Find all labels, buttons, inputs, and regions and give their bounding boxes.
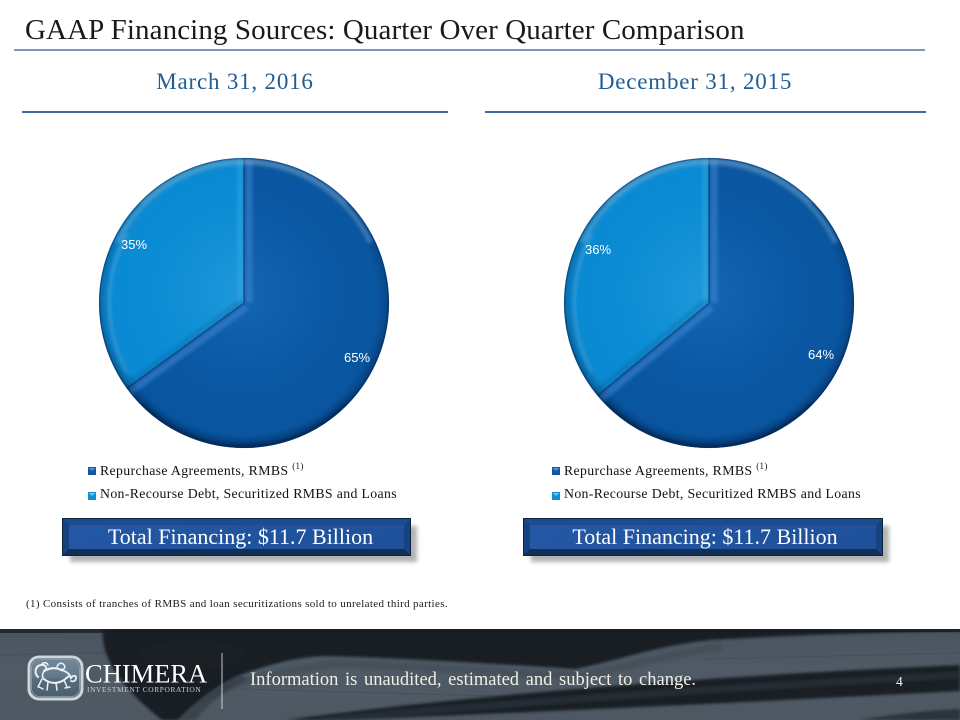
svg-text:36%: 36% <box>585 242 611 257</box>
svg-text:INVESTMENT CORPORATION: INVESTMENT CORPORATION <box>87 685 201 694</box>
svg-text:65%: 65% <box>343 350 369 365</box>
svg-text:4: 4 <box>896 674 903 689</box>
svg-text:CHIMERA: CHIMERA <box>85 659 207 689</box>
svg-text:35%: 35% <box>120 237 146 252</box>
svg-text:Information is unaudited, esti: Information is unaudited, estimated and … <box>250 670 696 690</box>
svg-text:64%: 64% <box>808 347 834 362</box>
